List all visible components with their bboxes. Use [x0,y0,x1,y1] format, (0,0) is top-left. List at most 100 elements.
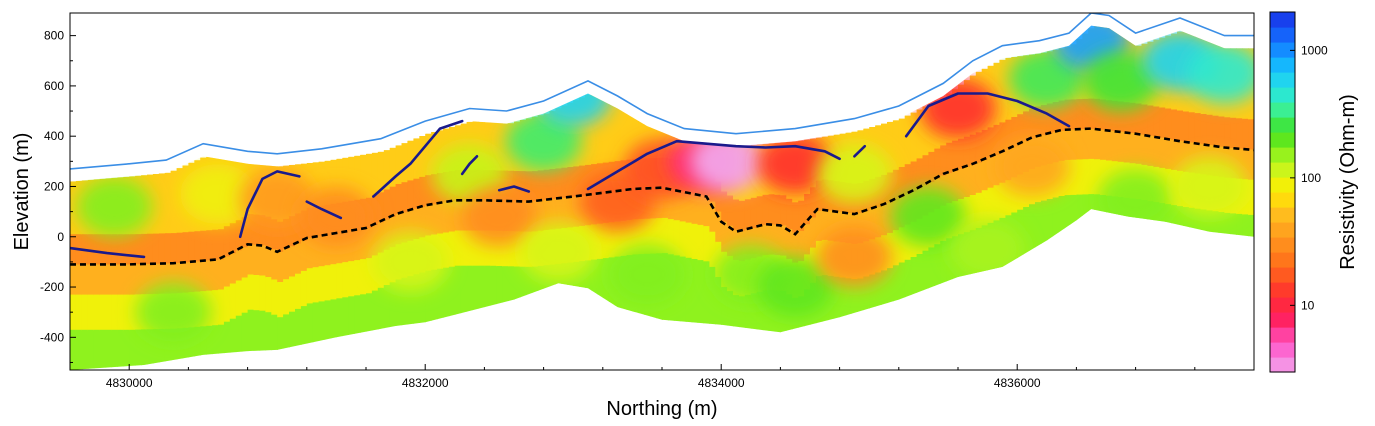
section-band [1058,100,1066,132]
section-band [289,246,296,278]
section-band [833,211,841,243]
section-band [129,329,136,370]
interpreted-boundary-line [238,170,301,239]
section-band [845,278,853,322]
section-band [940,145,947,177]
section-band [401,182,409,214]
section-band [774,290,782,338]
resistivity-anomaly [757,257,834,317]
colorbar-tick-label: 1000 [1301,43,1328,57]
section-band [152,329,160,370]
section-band [129,234,136,266]
section-band [1177,110,1184,142]
section-band [152,233,160,265]
section-band [277,317,284,356]
section-band [703,195,711,227]
section-band [750,293,758,335]
section-band [1200,114,1208,145]
section-band [1147,135,1155,167]
section-band [1236,213,1243,241]
section-band [963,197,971,233]
section-band [815,180,823,212]
section-band [691,223,699,260]
section-band [851,279,859,320]
resistivity-anomaly [690,131,767,192]
section-band [1088,194,1095,218]
section-band [425,175,432,207]
section-band [1218,116,1226,148]
section-band [407,276,415,331]
section-band [395,214,403,246]
section-band [892,169,900,201]
section-band [946,142,953,174]
section-band [650,218,657,255]
section-band [371,195,379,226]
section-band [383,219,391,251]
section-band [472,265,480,316]
section-band [235,315,243,358]
section-band [1070,194,1078,231]
colorbar-segment [1270,102,1295,118]
section-band [792,232,799,264]
section-band [756,226,764,258]
section-band [1035,202,1042,254]
section-band [336,158,344,204]
section-band [608,104,616,163]
section-band [904,164,912,196]
section-band [543,169,551,201]
section-band [170,170,178,234]
section-band [360,294,367,339]
section-band [916,254,924,299]
resistivity-anomaly [609,244,686,305]
section-band [111,264,119,296]
section-band [354,230,361,261]
section-band [821,209,829,241]
section-band [431,132,438,175]
section-band [141,233,148,265]
section-band [271,314,278,356]
section-band [721,287,728,331]
resistivity-anomaly [505,111,582,172]
section-band [673,220,681,257]
section-band [975,192,983,229]
x-tick-label: 4832000 [402,376,449,390]
section-band [383,189,391,221]
section-band [366,228,373,259]
section-band [898,227,906,264]
section-band [200,230,207,262]
resistivity-anomaly [949,219,1026,280]
section-band [1088,98,1095,130]
section-band [295,308,302,352]
section-band [117,264,125,296]
section-band [768,224,776,256]
section-band [1100,159,1107,196]
section-band [910,257,918,301]
colorbar-segment [1270,27,1295,43]
section-band [1117,101,1125,133]
section-band [525,171,533,203]
section-band [1064,129,1072,161]
section-band [739,296,746,333]
section-band [1165,138,1172,170]
section-band [1029,204,1036,257]
section-band [703,226,711,263]
section-band [484,265,492,313]
section-band [869,274,876,315]
section-band [348,296,355,341]
colorbar-segment [1270,282,1295,298]
section-band [342,297,349,342]
section-band [81,329,89,370]
section-band [591,259,598,296]
resistivity-anomaly [535,66,612,126]
section-band [946,238,953,288]
section-band [733,229,740,261]
section-band [875,207,882,239]
section-band [691,259,699,329]
resistivity-anomaly [372,231,449,292]
section-band [342,232,349,263]
section-band [81,264,89,296]
section-band [289,276,296,313]
section-band [466,230,474,267]
section-band [431,174,438,206]
section-band [354,155,361,201]
